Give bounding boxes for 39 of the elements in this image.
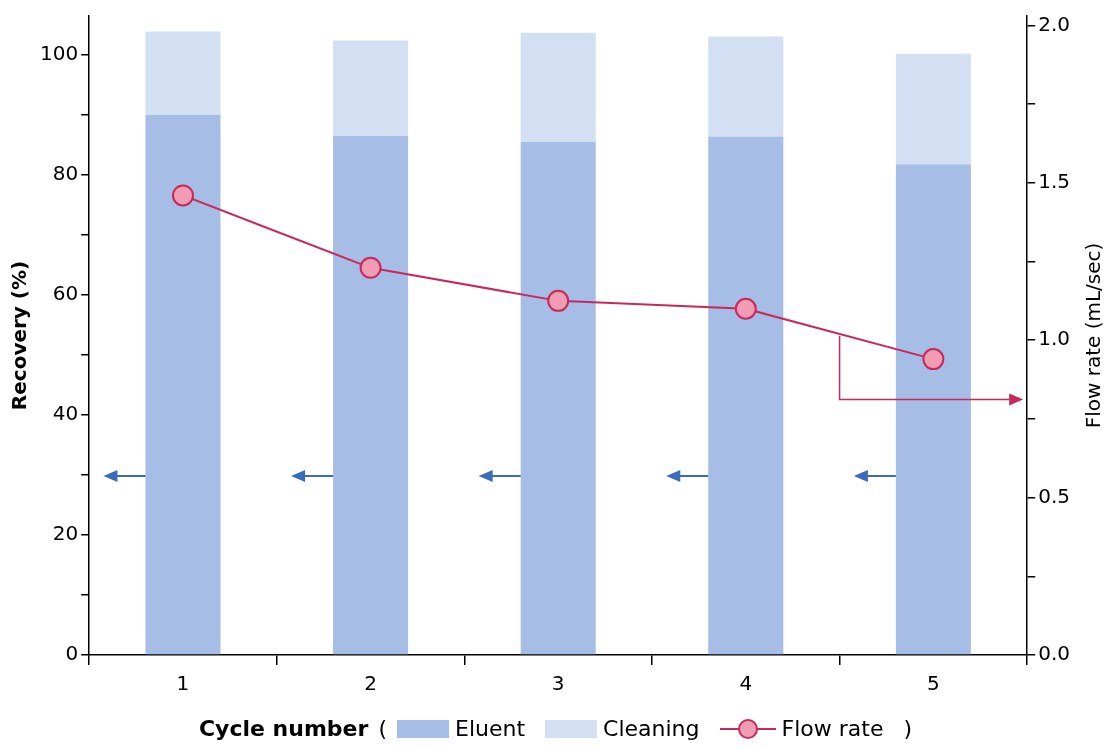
point xyxy=(922,348,945,371)
y-tick-label: 40 xyxy=(52,401,79,426)
text: ( xyxy=(378,716,387,741)
x-tick-label: 3 xyxy=(551,671,565,696)
y-tick-label: 100 xyxy=(39,41,79,66)
bar xyxy=(708,136,784,655)
y-tick-label: 0 xyxy=(65,641,79,666)
bar xyxy=(895,164,971,655)
point xyxy=(171,184,194,207)
bar xyxy=(145,115,221,655)
x-axis-title: Cycle number xyxy=(198,716,369,741)
legend-label: Flow rate xyxy=(781,716,884,741)
bar xyxy=(333,40,409,136)
x-tick-label: 4 xyxy=(739,671,753,696)
bar xyxy=(520,142,596,655)
y2-tick-label: 1.0 xyxy=(1038,326,1071,351)
y-tick-label: 20 xyxy=(52,521,79,546)
y2-tick-label: 2.0 xyxy=(1038,11,1071,36)
x-tick-label: 5 xyxy=(927,671,940,696)
text: ) xyxy=(903,716,913,741)
y-tick-label: 60 xyxy=(52,281,79,306)
x-tick-label: 2 xyxy=(364,671,377,696)
bar xyxy=(333,136,409,655)
y-tick-label: 80 xyxy=(52,161,79,186)
y2-tick-label: 0.0 xyxy=(1038,641,1071,666)
x-tick-label: 1 xyxy=(176,671,190,696)
legend-label: Cleaning xyxy=(603,716,700,741)
y2-axis-title: Flow rate (mL/sec) xyxy=(1081,242,1106,429)
point xyxy=(359,256,382,279)
bar xyxy=(520,32,596,142)
legend-label: Eluent xyxy=(454,716,526,741)
y2-tick-label: 1.5 xyxy=(1038,169,1071,194)
bar xyxy=(895,53,971,165)
bar xyxy=(145,31,221,115)
y2-tick-label: 0.5 xyxy=(1038,483,1071,508)
point xyxy=(547,289,570,312)
bar xyxy=(708,36,784,137)
y-axis-title: Recovery (%) xyxy=(7,260,32,411)
point xyxy=(734,297,757,320)
